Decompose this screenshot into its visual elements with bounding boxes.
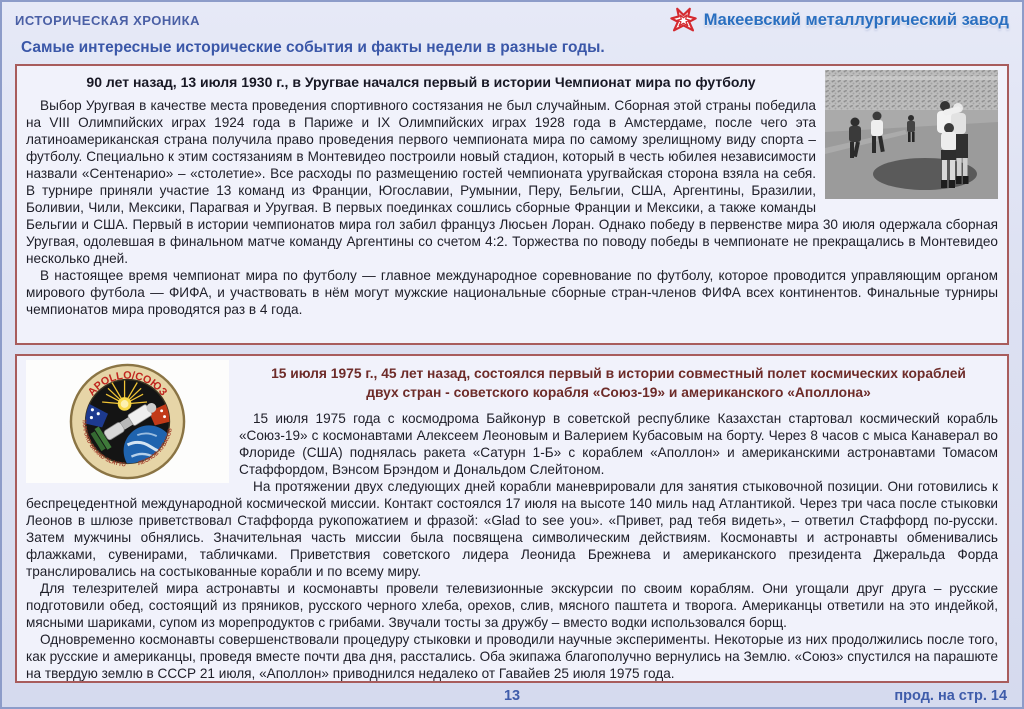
article-worldcup-1930: 90 лет назад, 13 июля 1930 г., в Уругвае… [15, 64, 1009, 345]
article-1-title: 90 лет назад, 13 июля 1930 г., в Уругвае… [86, 74, 756, 90]
article-1-paragraph: В настоящее время чемпионат мира по футб… [26, 268, 998, 318]
chronicle-heading: ИСТОРИЧЕСКАЯ ХРОНИКА [15, 12, 200, 28]
page-footer: 13 прод. на стр. 14 [15, 683, 1009, 709]
page-subtitle: Самые интересные исторические события и … [21, 39, 605, 56]
article-2-title-line2: двух стран - советского корабля «Союз-19… [366, 385, 871, 401]
factory-star-logo-icon [670, 7, 697, 32]
article-2-paragraph: Одновременно космонавты совершенствовали… [26, 631, 998, 681]
company-name: Макеевский металлургический завод [703, 10, 1009, 29]
apollo-soyuz-emblem-graphic: APOLLO/СОЮЗ STAFFORD·BRAND·SLAYTON ЛЕОНО… [69, 363, 186, 480]
article-apollo-soyuz-1975: APOLLO/СОЮЗ STAFFORD·BRAND·SLAYTON ЛЕОНО… [15, 354, 1009, 683]
article-2-paragraph: 15 июля 1975 года с космодрома Байконур … [239, 410, 998, 477]
article-2-paragraph: Для телезрителей мира астронавты и космо… [26, 580, 998, 630]
page-number: 13 [503, 688, 521, 704]
football-match-photo-graphic [825, 70, 998, 199]
brand-block: Макеевский металлургический завод [670, 7, 1009, 33]
article-2-paragraph: На протяжении двух следующих дней корабл… [26, 478, 998, 579]
article-1-paragraph: Выбор Уругвая в качестве места проведени… [26, 98, 998, 267]
article-2-title: 15 июля 1975 г., 45 лет назад, состоялся… [26, 364, 998, 403]
continuation-note: прод. на стр. 14 [894, 688, 1008, 704]
football-match-photo [825, 70, 998, 199]
article-2-title-line1: 15 июля 1975 г., 45 лет назад, состоялся… [271, 366, 966, 381]
page-header: ИСТОРИЧЕСКАЯ ХРОНИКА Макеевский металлур… [15, 7, 1009, 33]
apollo-soyuz-emblem: APOLLO/СОЮЗ STAFFORD·BRAND·SLAYTON ЛЕОНО… [26, 360, 229, 483]
